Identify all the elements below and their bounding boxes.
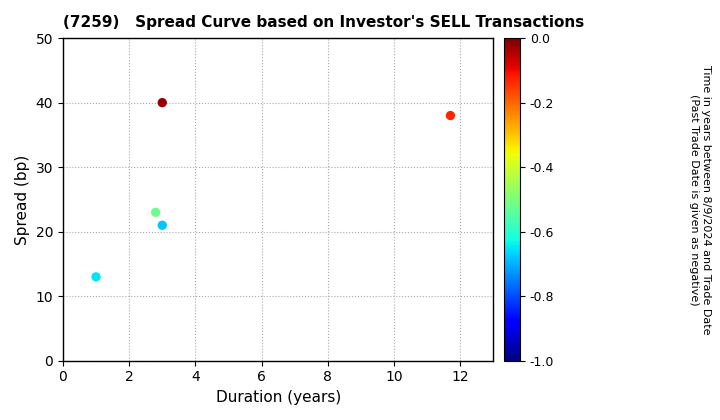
Point: [156, 99, 168, 106]
Text: (7259)   Spread Curve based on Investor's SELL Transactions: (7259) Spread Curve based on Investor's …: [63, 15, 584, 30]
Point: [90, 273, 102, 280]
X-axis label: Duration (years): Duration (years): [215, 390, 341, 405]
Point: [156, 222, 168, 228]
Y-axis label: Spread (bp): Spread (bp): [15, 154, 30, 244]
Y-axis label: Time in years between 8/9/2024 and Trade Date
(Past Trade Date is given as negat: Time in years between 8/9/2024 and Trade…: [689, 65, 711, 334]
Point: [445, 112, 456, 119]
Point: [150, 209, 161, 216]
